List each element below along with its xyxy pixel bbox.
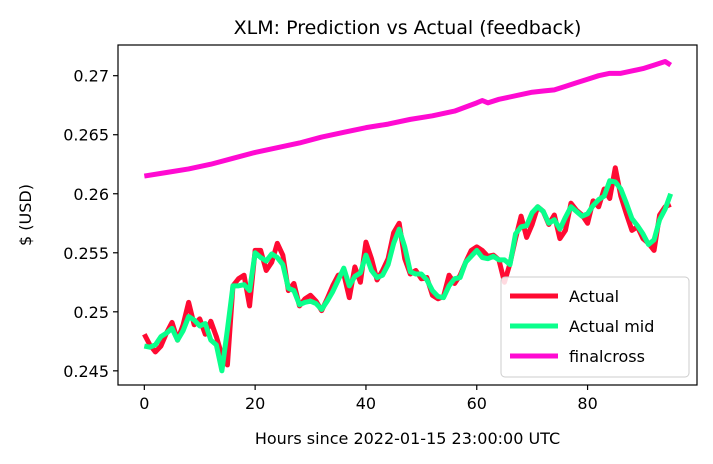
chart-title: XLM: Prediction vs Actual (feedback) xyxy=(234,17,582,39)
legend-label: finalcross xyxy=(569,347,645,366)
x-tick-label: 0 xyxy=(139,394,149,413)
plot-frame xyxy=(117,44,698,386)
series-line-actual-mid xyxy=(143,178,674,374)
x-tick-label: 40 xyxy=(356,394,376,413)
y-axis: 0.245 0.25 0.255 0.26 0.265 0.27 xyxy=(63,67,118,381)
x-tick-label: 20 xyxy=(245,394,265,413)
y-tick-label: 0.245 xyxy=(63,362,109,381)
y-tick-label: 0.25 xyxy=(73,303,109,322)
y-tick-label: 0.255 xyxy=(63,244,109,263)
x-axis-label: Hours since 2022-01-15 23:00:00 UTC xyxy=(255,429,560,448)
x-tick-label: 80 xyxy=(577,394,597,413)
y-axis-label: $ (USD) xyxy=(16,184,35,246)
y-tick-label: 0.26 xyxy=(73,185,109,204)
legend: Actual Actual mid finalcross xyxy=(500,276,690,378)
series-line-finalcross xyxy=(143,59,673,179)
x-axis: 0 20 40 60 80 xyxy=(139,385,598,413)
legend-box xyxy=(500,276,690,378)
y-tick-label: 0.27 xyxy=(73,67,109,86)
x-tick-label: 60 xyxy=(467,394,487,413)
y-tick-label: 0.265 xyxy=(63,126,109,145)
legend-label: Actual xyxy=(569,287,619,306)
legend-label: Actual mid xyxy=(569,317,654,336)
